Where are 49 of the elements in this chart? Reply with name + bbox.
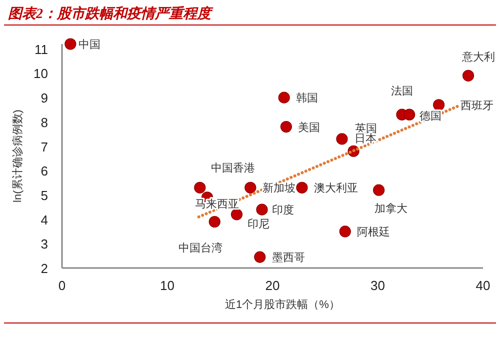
x-axis-title: 近1个月股市跌幅（%）	[225, 298, 340, 311]
point	[432, 99, 445, 111]
annotation: 澳大利亚	[314, 182, 358, 195]
annotation: 西班牙	[460, 98, 494, 112]
point	[230, 208, 243, 220]
point	[254, 251, 266, 263]
point	[64, 38, 76, 50]
annotation: 阿根廷	[357, 226, 390, 238]
y-tick-label: 9	[40, 90, 48, 106]
x-tick-label: 40	[476, 278, 490, 293]
y-tick-label: 5	[40, 188, 48, 203]
y-tick-label: 6	[40, 164, 48, 179]
y-tick-label: 11	[34, 42, 48, 57]
point	[194, 182, 206, 194]
point	[462, 70, 474, 82]
annotation: 美国	[298, 120, 320, 134]
annotation: 印尼	[248, 217, 270, 230]
chart-title: 图表2：股市跌幅和疫情严重程度	[8, 5, 214, 22]
y-tick-label: 3	[40, 236, 48, 252]
y-tick-label: 7	[40, 139, 48, 154]
annotation: 中国台湾	[178, 242, 223, 255]
point	[208, 216, 220, 228]
point	[296, 182, 308, 194]
annotation: 中国香港	[210, 162, 255, 175]
y-tick-label: 2	[40, 261, 48, 276]
point	[336, 133, 348, 145]
y-tick-label: 10	[34, 66, 48, 82]
y-tick-label: 4	[40, 212, 48, 228]
annotation: 加拿大	[374, 202, 408, 216]
point	[278, 92, 290, 104]
x-tick-label: 10	[160, 278, 174, 293]
point	[373, 184, 385, 196]
point	[339, 226, 351, 238]
annotation: 法国	[390, 84, 413, 98]
x-tick-label: 0	[58, 278, 66, 293]
annotation: 印度	[272, 204, 294, 217]
annotation: 日本	[354, 132, 377, 146]
y-tick-label: 8	[40, 114, 48, 130]
point	[280, 120, 292, 133]
annotation: 韩国	[296, 92, 318, 105]
point	[404, 108, 416, 120]
point	[256, 204, 268, 216]
x-tick-label: 20	[265, 278, 280, 293]
point	[244, 182, 256, 194]
y-axis-title: ln(累计确诊病例数)	[11, 110, 24, 202]
annotation: 意大利	[460, 50, 495, 64]
annotation: 中国	[78, 38, 100, 51]
x-tick-label: 30	[370, 278, 385, 293]
annotation: 墨西哥	[272, 252, 305, 264]
